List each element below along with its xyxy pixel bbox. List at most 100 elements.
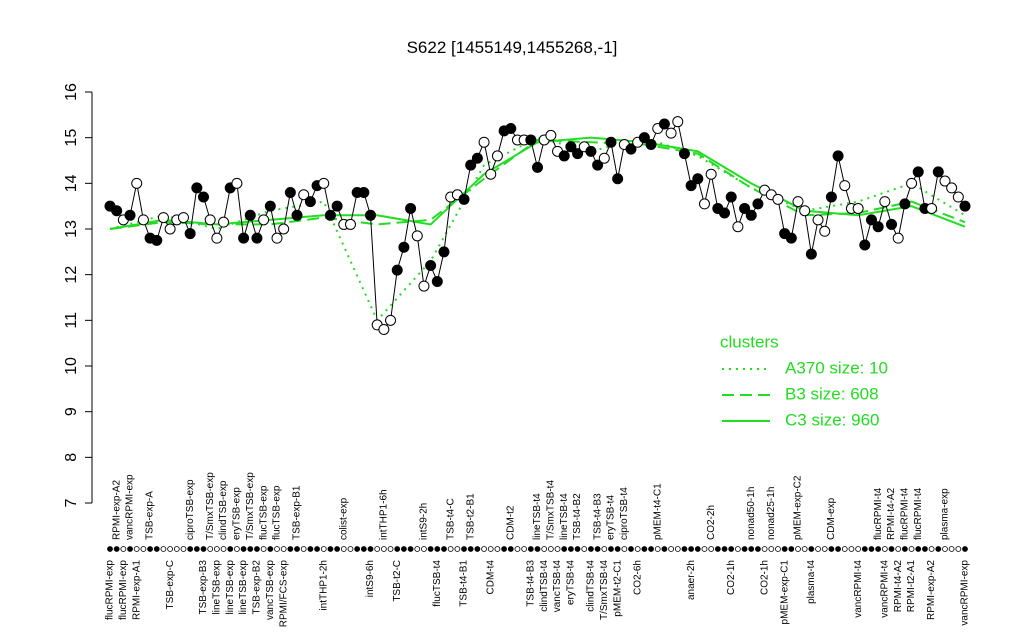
rug-dot: [467, 546, 474, 552]
data-point: [625, 143, 637, 155]
data-point: [278, 223, 290, 235]
x-category-label: clindTSB-exp: [218, 480, 229, 540]
y-tick-label: 10: [63, 357, 80, 375]
data-point: [692, 173, 704, 185]
x-category-label: flucTSB-exp: [272, 485, 283, 540]
data-point: [906, 177, 918, 189]
rug-dot: [848, 546, 855, 552]
x-category-label: eryTSB-t4: [606, 495, 617, 540]
rug-dot: [153, 546, 160, 552]
x-category-label: RPMI-t4-A2: [886, 487, 897, 540]
rug-dot: [394, 546, 401, 552]
x-category-label: TSB-t2-C: [392, 560, 403, 602]
data-point: [491, 150, 503, 162]
rug-dot: [881, 546, 888, 552]
x-category-label: T/SmxTSB-exp: [245, 472, 256, 540]
x-category-label: lineTSB-exp: [225, 560, 236, 615]
rug-dot: [374, 546, 381, 552]
data-point: [505, 123, 517, 135]
rug-dot: [494, 546, 501, 552]
data-point: [572, 148, 584, 160]
y-tick-label: 13: [63, 220, 80, 238]
rug-dot: [755, 546, 761, 552]
rug-dot: [187, 546, 194, 552]
rug-dot: [808, 546, 815, 552]
data-point: [164, 223, 176, 235]
data-point: [745, 209, 757, 221]
x-category-label: eryTSB-exp: [232, 487, 243, 540]
rug-dot: [868, 546, 875, 552]
rug-dot: [147, 546, 153, 552]
rug-dot: [240, 546, 247, 552]
x-category-label: TSB-exp-B1: [292, 485, 303, 540]
x-category-label: T/SmxTSB-t4: [546, 480, 557, 540]
data-point: [645, 139, 657, 151]
x-category-label: T/SmxTSB-exp: [205, 472, 216, 540]
x-category-label: lineTSB-exp: [238, 560, 249, 615]
rug-dot: [841, 546, 848, 552]
x-category-label: CDM-t4: [485, 560, 496, 595]
data-point: [939, 175, 951, 187]
x-category-label: CO2-1h: [726, 560, 737, 595]
data-point: [605, 136, 617, 148]
data-point: [358, 186, 370, 198]
rug-dot: [320, 546, 327, 552]
rug-dot: [421, 546, 427, 552]
rug-dot: [407, 546, 414, 552]
rug-dot: [734, 546, 741, 552]
x-category-label: vancRPMI-exp: [125, 474, 136, 540]
x-category-label: clindTSB-t4: [586, 560, 597, 612]
x-category-label: T/SmxTSB-t4: [599, 560, 610, 620]
x-category-label: pMEM-exp-C2: [793, 475, 804, 540]
x-category-label: lineTSB-t4: [532, 493, 543, 540]
rug-dot: [360, 546, 367, 552]
rug-dot: [127, 546, 133, 552]
data-point: [819, 225, 831, 237]
rug-dot: [474, 546, 481, 552]
data-point: [678, 148, 690, 160]
data-point: [365, 209, 377, 221]
rug-dot: [507, 546, 514, 552]
data-point: [258, 214, 270, 226]
rug-dot: [113, 546, 120, 552]
data-point: [772, 193, 784, 205]
data-point: [198, 191, 210, 203]
x-category-label: flucRPMI-exp: [105, 560, 116, 620]
data-point: [558, 150, 570, 162]
y-tick-label: 16: [63, 83, 80, 101]
rug-dot: [962, 546, 968, 552]
legend-title: clusters: [720, 332, 779, 351]
x-category-label: RPMI-t4-A2: [893, 560, 904, 613]
rug-dot: [928, 546, 935, 552]
rug-dot: [247, 546, 254, 552]
data-point: [665, 127, 677, 139]
data-point: [926, 202, 938, 214]
x-category-label: RPMI/FCS-exp: [278, 560, 289, 628]
data-point: [411, 230, 423, 242]
rug-dot: [895, 546, 902, 552]
rug-dot: [200, 546, 207, 552]
data-point: [184, 228, 196, 240]
x-category-label: intS9-2h: [419, 503, 430, 540]
rug-dot: [527, 546, 534, 552]
x-category-label: nonad50-1h: [746, 487, 757, 540]
data-point: [959, 200, 971, 212]
rug-dot: [574, 546, 581, 552]
rug-dot: [501, 546, 508, 552]
legend-label: C3 size: 960: [785, 410, 880, 429]
data-point: [385, 314, 397, 326]
data-point: [191, 182, 203, 194]
data-point: [304, 196, 316, 208]
rug-dot: [588, 546, 594, 552]
data-point: [585, 145, 597, 157]
rug-dot: [601, 546, 608, 552]
x-category-label: CO2-1h: [759, 560, 770, 595]
x-category-label: RPMI-exp-A2: [111, 480, 122, 540]
data-point: [872, 221, 884, 233]
data-point: [124, 209, 136, 221]
data-point: [151, 234, 163, 246]
rug-dot: [414, 546, 421, 552]
rug-dot: [714, 546, 721, 552]
data-point: [852, 202, 864, 214]
